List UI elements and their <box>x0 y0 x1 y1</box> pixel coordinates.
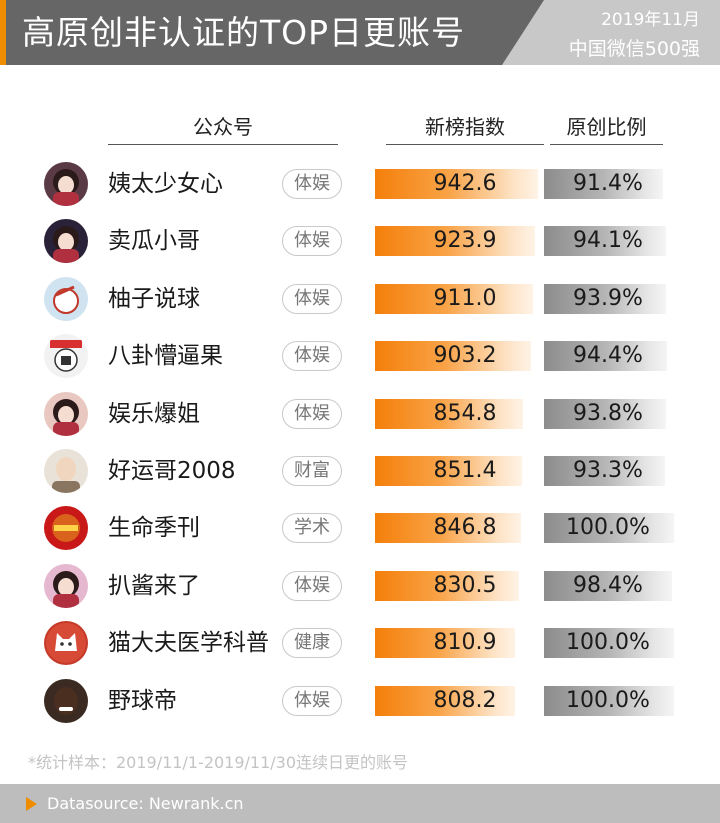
table-row: 生命季刊 学术 846.8 100.0% <box>0 499 720 556</box>
cat-avatar-icon <box>44 621 88 666</box>
ratio-bar <box>544 456 665 486</box>
account-name: 卖瓜小哥 <box>108 228 200 255</box>
page-title: 高原创非认证的TOP日更账号 <box>22 13 466 52</box>
index-bar <box>375 628 515 659</box>
index-bar <box>375 398 523 429</box>
table-row: 柚子说球 体娱 911.0 93.9% <box>0 270 720 327</box>
category-tag: 财富 <box>282 456 342 486</box>
column-header-ratio: 原创比例 <box>550 110 663 145</box>
ratio-value-label: 100.0% <box>566 630 650 656</box>
ratio-bar <box>544 398 666 429</box>
account-name: 野球帝 <box>108 687 177 714</box>
ratio-value-label: 93.8% <box>573 400 643 426</box>
ratio-bar <box>544 169 663 199</box>
ratio-value-label: 100.0% <box>566 687 650 713</box>
ratio-value-label: 94.1% <box>573 228 643 254</box>
ratio-value-label: 93.3% <box>573 458 643 483</box>
man-avatar-icon <box>44 449 88 493</box>
account-name: 娱乐爆姐 <box>108 400 200 427</box>
index-value-label: 810.9 <box>433 630 497 656</box>
table-row: 八卦懵逼果 体娱 903.2 94.4% <box>0 327 720 384</box>
play-triangle-icon <box>26 797 37 811</box>
girl-avatar-icon <box>44 563 88 608</box>
index-value-label: 808.2 <box>433 687 497 713</box>
ratio-bar <box>544 341 667 372</box>
index-bar <box>375 283 533 314</box>
header-accent-stripe <box>0 0 6 65</box>
table-row: 姨太少女心 体娱 942.6 91.4% <box>0 155 720 212</box>
table-row: 猫大夫医学科普 健康 810.9 100.0% <box>0 614 720 671</box>
category-tag: 健康 <box>282 628 342 659</box>
category-tag: 学术 <box>282 513 342 544</box>
account-name: 扒酱来了 <box>108 572 200 599</box>
girl-avatar-icon <box>44 219 88 264</box>
ratio-value-label: 91.4% <box>573 171 643 196</box>
ratio-value-label: 94.4% <box>573 343 643 369</box>
girl-avatar-icon <box>44 162 88 206</box>
index-bar <box>375 456 522 486</box>
category-tag: 体娱 <box>282 283 342 314</box>
column-header-index: 新榜指数 <box>386 110 544 145</box>
header-subtitle: 中国微信500强 <box>568 38 700 60</box>
account-name: 好运哥2008 <box>108 458 236 484</box>
index-value-label: 851.4 <box>433 458 497 483</box>
table-row: 卖瓜小哥 体娱 923.9 94.1% <box>0 212 720 269</box>
index-value-label: 923.9 <box>433 228 497 254</box>
ratio-value-label: 98.4% <box>573 572 643 598</box>
datasource-label: Datasource: Newrank.cn <box>47 794 244 813</box>
character-avatar-icon <box>44 334 88 379</box>
header-date: 2019年11月 <box>601 10 700 30</box>
table-row: 娱乐爆姐 体娱 854.8 93.8% <box>0 385 720 442</box>
account-name: 柚子说球 <box>108 285 200 312</box>
sample-note: *统计样本：2019/11/1-2019/11/30连续日更的账号 <box>28 753 409 772</box>
index-value-label: 830.5 <box>433 572 497 598</box>
ball-avatar-icon <box>44 276 88 321</box>
account-name: 姨太少女心 <box>108 171 223 197</box>
ratio-bar <box>544 513 674 544</box>
table-row: 扒酱来了 体娱 830.5 98.4% <box>0 557 720 614</box>
journal-avatar-icon <box>44 506 88 551</box>
category-tag: 体娱 <box>282 398 342 429</box>
header-date-panel <box>502 0 720 65</box>
account-name: 八卦懵逼果 <box>108 343 223 370</box>
footer-bar <box>0 784 720 823</box>
index-bar <box>375 341 531 372</box>
account-name: 猫大夫医学科普 <box>108 630 269 657</box>
index-bar <box>375 570 519 601</box>
ratio-bar <box>544 685 674 716</box>
index-bar <box>375 513 521 544</box>
index-value-label: 854.8 <box>433 400 497 426</box>
index-bar <box>375 685 515 716</box>
category-tag: 体娱 <box>282 685 342 716</box>
table-row: 好运哥2008 财富 851.4 93.3% <box>0 442 720 499</box>
index-bar <box>375 226 535 257</box>
account-name: 生命季刊 <box>108 515 200 542</box>
ratio-bar <box>544 628 674 659</box>
category-tag: 体娱 <box>282 226 342 257</box>
index-bar <box>375 169 538 199</box>
player-avatar-icon <box>44 678 88 723</box>
index-value-label: 846.8 <box>433 515 497 541</box>
ratio-value-label: 93.9% <box>573 285 643 311</box>
category-tag: 体娱 <box>282 570 342 601</box>
ratio-value-label: 100.0% <box>566 515 650 541</box>
table-row: 野球帝 体娱 808.2 100.0% <box>0 672 720 729</box>
ratio-bar <box>544 283 666 314</box>
category-tag: 体娱 <box>282 169 342 199</box>
column-header-account: 公众号 <box>108 110 338 145</box>
category-tag: 体娱 <box>282 341 342 372</box>
index-value-label: 911.0 <box>433 285 497 311</box>
index-value-label: 903.2 <box>433 343 497 369</box>
index-value-label: 942.6 <box>433 171 497 196</box>
ratio-bar <box>544 570 672 601</box>
girl-avatar-icon <box>44 391 88 436</box>
ratio-bar <box>544 226 666 257</box>
